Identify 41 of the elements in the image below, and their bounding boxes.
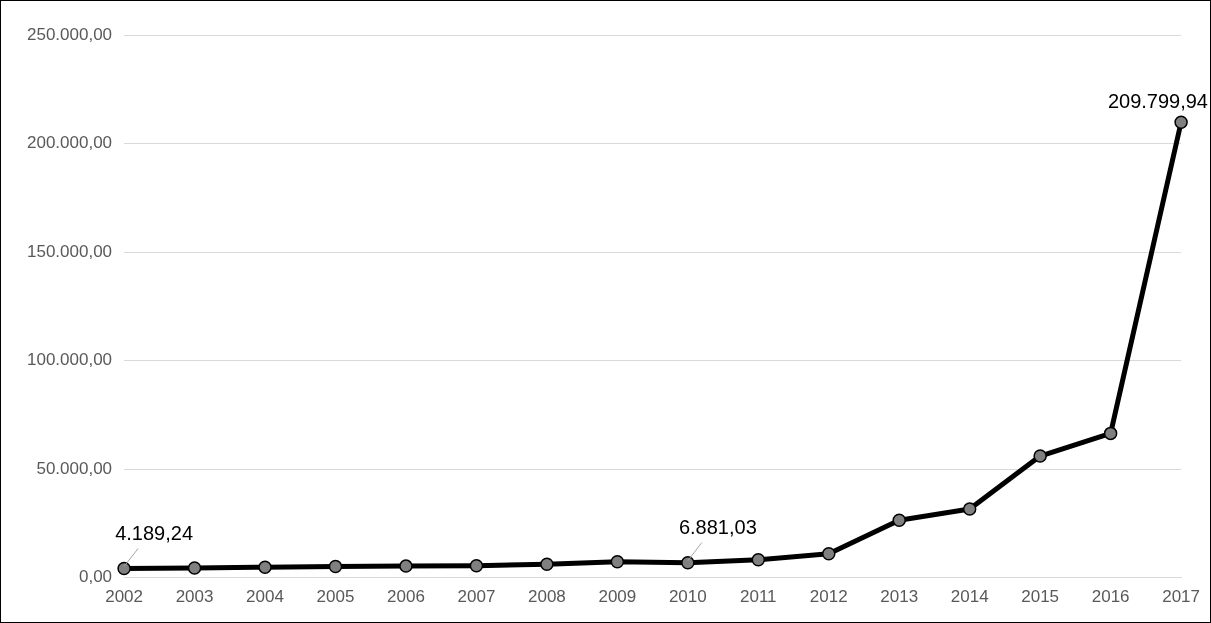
point	[751, 553, 766, 567]
x-tick-label: 2016	[1091, 587, 1130, 607]
point	[399, 559, 413, 573]
point	[892, 513, 906, 527]
x-tick-label: 2003	[175, 587, 214, 607]
x-tick-label: 2004	[246, 587, 284, 607]
x-tick-label: 2007	[457, 587, 496, 607]
point	[258, 560, 272, 574]
y-tick-label: 50.000,00	[36, 458, 113, 478]
point	[187, 561, 202, 575]
point	[962, 502, 977, 516]
point	[1103, 426, 1118, 441]
x-tick-label: 2017	[1162, 587, 1200, 607]
y-tick-label: 250.000,00	[26, 24, 113, 44]
data-label: 4.189,24	[115, 522, 194, 545]
y-tick-label: 100.000,00	[26, 350, 113, 370]
x-tick-label: 2013	[880, 587, 919, 607]
y-tick-label: 0,00	[78, 567, 113, 587]
x-tick-label: 2011	[740, 587, 777, 607]
x-tick-label: 2008	[527, 587, 566, 607]
data-label: 6.881,03	[678, 516, 757, 539]
y-tick-label: 150.000,00	[26, 241, 113, 261]
point	[1174, 115, 1188, 129]
point	[822, 546, 836, 561]
x-tick-label: 2009	[598, 587, 637, 607]
point	[328, 559, 343, 574]
point	[610, 555, 625, 569]
x-tick-label: 2014	[950, 587, 989, 607]
x-tick-label: 2010	[668, 587, 707, 607]
point	[117, 561, 131, 576]
x-tick-label: 2006	[387, 587, 425, 607]
x-tick-label: 2005	[316, 587, 355, 607]
point	[540, 557, 554, 571]
data-label: 209.799,94	[1107, 89, 1208, 112]
x-tick-label: 2002	[105, 587, 143, 607]
y-tick-label: 200.000,00	[26, 133, 113, 153]
point	[1033, 449, 1047, 463]
x-tick-label: 2015	[1021, 587, 1060, 607]
point	[681, 555, 695, 570]
point	[469, 559, 484, 573]
x-tick-label: 2012	[809, 587, 848, 607]
